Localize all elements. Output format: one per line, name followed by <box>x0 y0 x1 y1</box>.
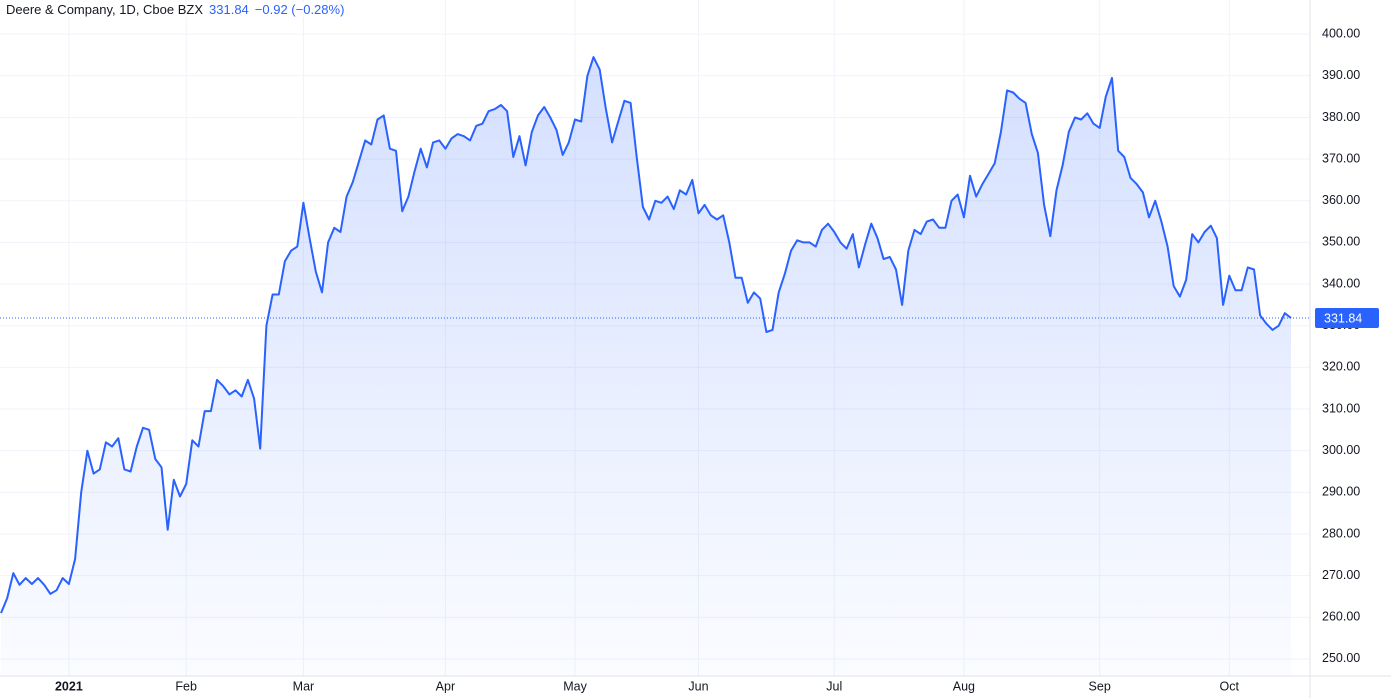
price-change: −0.92 (−0.28%) <box>254 2 345 17</box>
x-tick-label: Oct <box>1220 679 1240 693</box>
area-fill <box>1 57 1291 677</box>
x-tick-label: Mar <box>293 679 315 693</box>
y-tick-label: 300.00 <box>1322 443 1360 457</box>
price-line <box>0 56 1292 614</box>
last-price-tag-label: 331.84 <box>1324 311 1362 325</box>
x-tick-label: Jun <box>688 679 708 693</box>
y-tick-label: 280.00 <box>1322 526 1360 540</box>
y-tick-label: 340.00 <box>1322 276 1360 290</box>
y-tick-label: 310.00 <box>1322 401 1360 415</box>
x-tick-label: Jul <box>826 679 842 693</box>
x-tick-label: May <box>563 679 587 693</box>
legend-header: Deere & Company, 1D, Cboe BZX 331.84 −0.92… <box>6 2 345 17</box>
y-tick-label: 260.00 <box>1322 610 1360 624</box>
x-tick-label: Apr <box>436 679 455 693</box>
y-tick-label: 380.00 <box>1322 110 1360 124</box>
y-tick-label: 390.00 <box>1322 68 1360 82</box>
last-price-tag <box>1315 308 1379 329</box>
x-tick-label: 2021 <box>55 679 83 693</box>
y-tick-label: 320.00 <box>1322 360 1360 374</box>
y-tick-label: 250.00 <box>1322 651 1360 665</box>
x-tick-label: Aug <box>953 679 975 693</box>
y-tick-label: 370.00 <box>1322 151 1360 165</box>
last-price: 331.84 <box>209 2 249 17</box>
x-tick-label: Feb <box>175 679 197 693</box>
y-tick-label: 270.00 <box>1322 568 1360 582</box>
symbol-title: Deere & Company, 1D, Cboe BZX <box>6 2 204 17</box>
x-tick-label: Sep <box>1089 679 1111 693</box>
y-tick-label: 290.00 <box>1322 485 1360 499</box>
y-tick-label: 360.00 <box>1322 193 1360 207</box>
y-tick-label: 350.00 <box>1322 235 1360 249</box>
y-tick-label: 400.00 <box>1322 26 1360 40</box>
